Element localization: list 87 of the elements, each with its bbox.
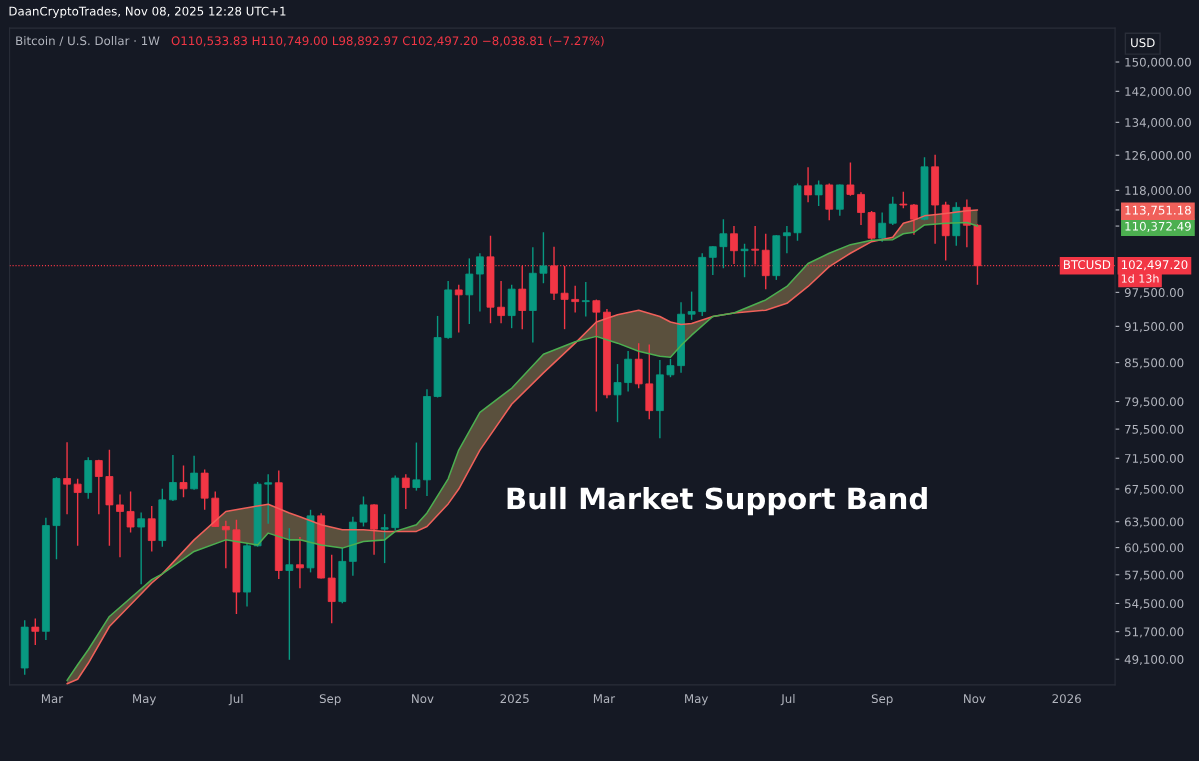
y-tick-label: 126,000.00 <box>1125 150 1191 162</box>
candlestick <box>783 225 791 254</box>
candlestick <box>147 505 156 553</box>
x-tick-label: May <box>133 694 157 706</box>
candlestick <box>380 513 389 564</box>
y-tick-label: 57,500.00 <box>1125 570 1184 581</box>
candlestick <box>592 298 601 413</box>
candlestick <box>73 478 82 547</box>
candlestick <box>857 191 865 226</box>
candlestick <box>476 252 484 313</box>
y-tick-label: 142,000.00 <box>1125 87 1191 98</box>
candlestick <box>31 617 40 646</box>
candlestick <box>687 290 696 321</box>
annotation: Bull Market Support Band <box>507 486 927 516</box>
x-tick-label: Jul <box>780 693 795 706</box>
y-tick-label: 118,000.00 <box>1125 186 1191 197</box>
candlestick <box>804 166 812 203</box>
candlestick <box>910 203 918 236</box>
x-tick-label: Sep <box>871 694 893 706</box>
y-tick-label: 113,751.18 <box>1125 205 1191 216</box>
candlestick <box>465 257 474 325</box>
candlestick <box>401 473 410 510</box>
candlestick <box>740 242 749 278</box>
candlestick <box>888 196 897 226</box>
candlestick <box>179 464 188 498</box>
y-tick-label: 75,500.00 <box>1125 424 1184 435</box>
candlestick <box>63 441 71 515</box>
y-tick-label: 85,500.00 <box>1124 358 1184 369</box>
candlestick <box>708 245 717 276</box>
y-tick-label: 134,000.00 <box>1125 118 1191 129</box>
candlestick <box>285 527 294 661</box>
candlestick <box>190 455 198 491</box>
text: 1d 13h <box>1121 274 1159 283</box>
candlestick <box>497 280 505 324</box>
candlestick <box>359 495 368 528</box>
y-tick-label: 97,500.00 <box>1124 288 1184 299</box>
y-tick-label: 71,500.00 <box>1125 453 1184 465</box>
y-tick-label: 150,000.00 <box>1125 57 1191 68</box>
candlestick <box>560 265 569 330</box>
candlestick <box>962 198 971 248</box>
candlestick <box>412 441 421 492</box>
y-tick-label: 54,500.00 <box>1125 599 1184 610</box>
candlestick <box>878 211 887 243</box>
y-tick-label: 60,500.00 <box>1124 543 1184 554</box>
candlestick <box>116 493 124 558</box>
candlestick <box>296 536 304 589</box>
y-tick-label: 49,100.00 <box>1124 654 1184 666</box>
candlestick <box>539 231 548 284</box>
candlestick <box>581 281 590 318</box>
y-tick-label: 79,500.00 <box>1125 397 1184 408</box>
y-tick-label: 91,500.00 <box>1124 322 1184 333</box>
candlestick <box>613 363 622 423</box>
candlestick <box>94 459 103 515</box>
candlestick <box>624 350 633 393</box>
x-tick-label: May <box>685 694 709 706</box>
candlestick <box>719 218 728 269</box>
ref-line-label: BTCUSD <box>1063 260 1111 270</box>
text: DaanCryptoTrades, Nov 08, 2025 12:28 UTC+1 <box>9 6 286 18</box>
x-tick-label: Sep <box>319 694 341 706</box>
x-tick-label: Nov <box>964 694 986 704</box>
candlestick <box>126 490 135 534</box>
x-tick-label: 2025 <box>500 694 529 704</box>
candlestick <box>518 264 527 330</box>
y-tick-label: 51,700.00 <box>1125 627 1184 638</box>
y-tick-label: 63,500.00 <box>1124 517 1184 528</box>
text: O110,533.83 H110,749.00 L98,892.97 C102,497.20 −8,038.81 (−7.27%) <box>171 36 604 47</box>
y-axis-title: USD <box>1131 38 1155 48</box>
candlestick <box>846 161 855 197</box>
candlestick <box>666 358 675 378</box>
y-tick-label: 110,372.49 <box>1125 221 1191 232</box>
candlestick <box>730 225 738 265</box>
candlestick <box>137 511 146 585</box>
candlestick <box>454 284 463 334</box>
candlestick <box>264 473 273 525</box>
x-tick-label: Mar <box>593 694 616 704</box>
text: 102,497.20 <box>1121 260 1188 271</box>
y-tick-label: 67,500.00 <box>1124 484 1184 495</box>
candlestick <box>221 520 230 569</box>
candlestick <box>169 454 177 502</box>
candlestick <box>814 179 823 207</box>
x-tick-label: Mar <box>41 694 64 704</box>
text: Bitcoin / U.S. Dollar · 1W <box>16 36 160 47</box>
x-tick-label: Nov <box>412 694 434 704</box>
x-tick-label: Jul <box>228 693 243 706</box>
candlestick <box>327 554 336 624</box>
x-tick-label: 2026 <box>1052 694 1081 704</box>
candlestick <box>571 285 580 314</box>
